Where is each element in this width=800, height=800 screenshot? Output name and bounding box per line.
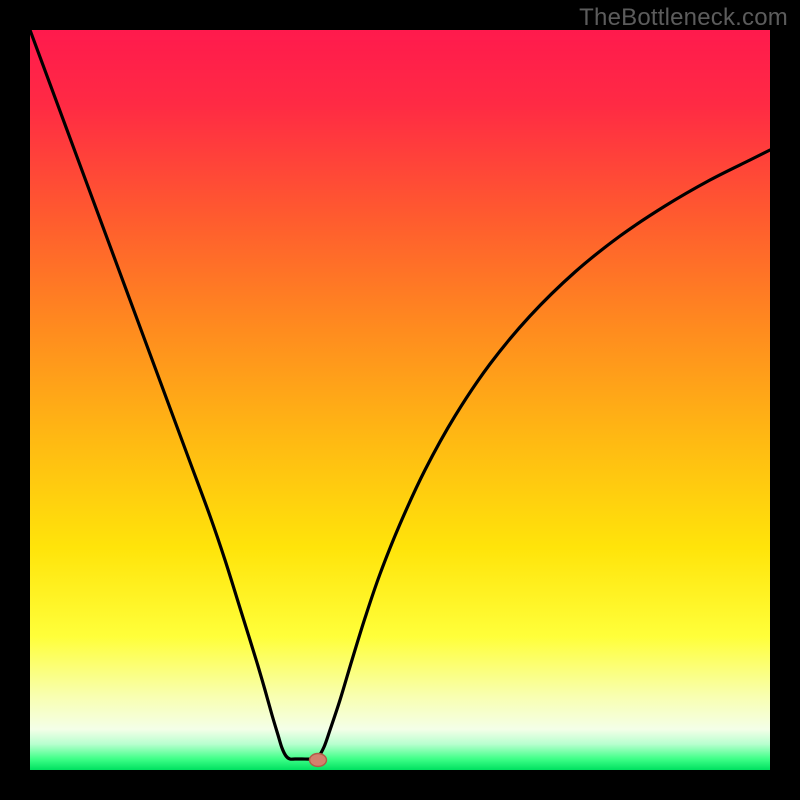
chart-container: TheBottleneck.com — [0, 0, 800, 800]
plot-background — [30, 30, 770, 770]
bottleneck-curve-chart — [0, 0, 800, 800]
minimum-marker — [310, 754, 327, 767]
watermark-text: TheBottleneck.com — [579, 4, 788, 32]
